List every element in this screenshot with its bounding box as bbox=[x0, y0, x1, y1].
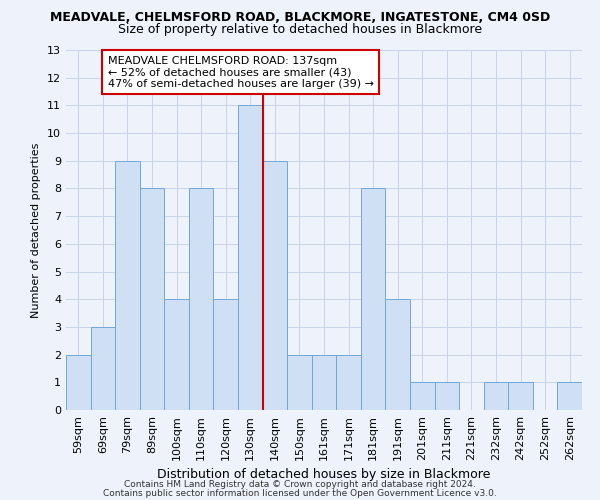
Bar bbox=[91, 327, 115, 410]
Text: Contains public sector information licensed under the Open Government Licence v3: Contains public sector information licen… bbox=[103, 488, 497, 498]
Bar bbox=[66, 354, 91, 410]
Bar bbox=[263, 161, 287, 410]
Bar bbox=[557, 382, 582, 410]
Text: Size of property relative to detached houses in Blackmore: Size of property relative to detached ho… bbox=[118, 24, 482, 36]
Bar bbox=[484, 382, 508, 410]
Bar bbox=[434, 382, 459, 410]
Text: MEADVALE, CHELMSFORD ROAD, BLACKMORE, INGATESTONE, CM4 0SD: MEADVALE, CHELMSFORD ROAD, BLACKMORE, IN… bbox=[50, 11, 550, 24]
Bar bbox=[361, 188, 385, 410]
Bar bbox=[164, 299, 189, 410]
Bar bbox=[214, 299, 238, 410]
Bar bbox=[189, 188, 214, 410]
Bar bbox=[508, 382, 533, 410]
Bar bbox=[238, 106, 263, 410]
Text: MEADVALE CHELMSFORD ROAD: 137sqm
← 52% of detached houses are smaller (43)
47% o: MEADVALE CHELMSFORD ROAD: 137sqm ← 52% o… bbox=[108, 56, 374, 88]
Bar bbox=[336, 354, 361, 410]
X-axis label: Distribution of detached houses by size in Blackmore: Distribution of detached houses by size … bbox=[157, 468, 491, 481]
Bar bbox=[410, 382, 434, 410]
Bar bbox=[287, 354, 312, 410]
Text: Contains HM Land Registry data © Crown copyright and database right 2024.: Contains HM Land Registry data © Crown c… bbox=[124, 480, 476, 489]
Bar bbox=[140, 188, 164, 410]
Bar bbox=[312, 354, 336, 410]
Bar bbox=[115, 161, 140, 410]
Y-axis label: Number of detached properties: Number of detached properties bbox=[31, 142, 41, 318]
Bar bbox=[385, 299, 410, 410]
